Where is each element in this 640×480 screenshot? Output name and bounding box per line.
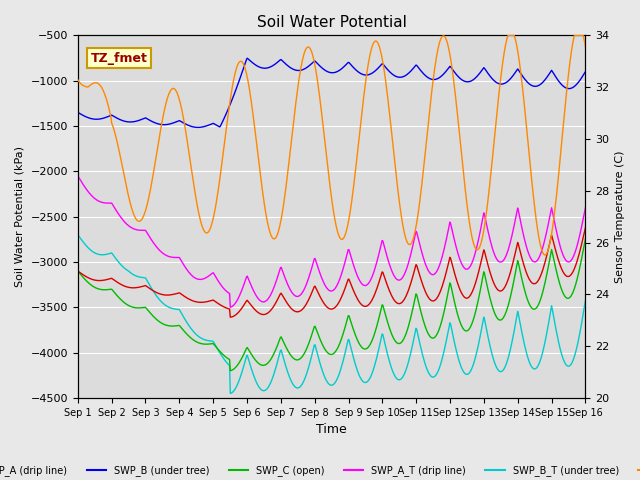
Y-axis label: Soil Water Potential (kPa): Soil Water Potential (kPa) <box>15 146 25 287</box>
Title: Soil Water Potential: Soil Water Potential <box>257 15 406 30</box>
Text: TZ_fmet: TZ_fmet <box>90 52 147 65</box>
X-axis label: Time: Time <box>316 423 347 436</box>
Legend: SWP_A (drip line), SWP_B (under tree), SWP_C (open), SWP_A_T (drip line), SWP_B_: SWP_A (drip line), SWP_B (under tree), S… <box>0 461 640 480</box>
Y-axis label: Sensor Temperature (C): Sensor Temperature (C) <box>615 150 625 283</box>
